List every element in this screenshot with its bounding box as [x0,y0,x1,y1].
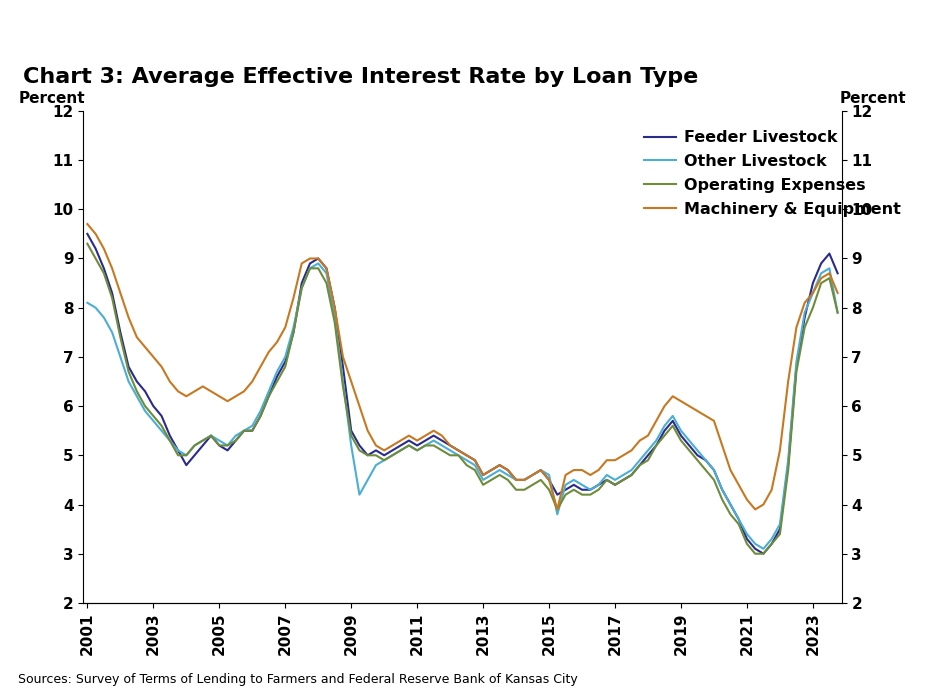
Operating Expenses [81,240,92,248]
Legend: Feeder Livestock, Other Livestock, Operating Expenses, Machinery & Equipment: Feeder Livestock, Other Livestock, Opera… [637,124,906,223]
Other Livestock [832,308,844,317]
Other Livestock [536,466,547,474]
Feeder Livestock [675,432,686,440]
Text: Percent: Percent [840,91,906,106]
Operating Expenses [527,481,538,489]
Text: Sources: Survey of Terms of Lending to Farmers and Federal Reserve Bank of Kansa: Sources: Survey of Terms of Lending to F… [18,673,578,686]
Feeder Livestock [709,466,720,474]
Other Livestock [81,299,92,307]
Operating Expenses [709,475,720,484]
Machinery & Equipment [81,220,92,228]
Machinery & Equipment [684,402,695,410]
Text: Percent: Percent [18,91,85,106]
Other Livestock [313,259,324,267]
Machinery & Equipment [643,432,654,440]
Machinery & Equipment [551,505,562,514]
Feeder Livestock [684,441,695,450]
Operating Expenses [635,461,646,469]
Other Livestock [717,486,728,494]
Line: Operating Expenses: Operating Expenses [87,244,838,554]
Operating Expenses [684,446,695,455]
Other Livestock [675,426,686,435]
Feeder Livestock [81,229,92,238]
Machinery & Equipment [717,441,728,450]
Operating Expenses [749,550,760,558]
Other Livestock [643,446,654,455]
Other Livestock [758,545,769,553]
Text: Chart 3: Average Effective Interest Rate by Loan Type: Chart 3: Average Effective Interest Rate… [22,67,697,87]
Other Livestock [684,437,695,445]
Machinery & Equipment [527,471,538,479]
Feeder Livestock [667,416,678,425]
Machinery & Equipment [675,397,686,405]
Feeder Livestock [527,471,538,479]
Machinery & Equipment [692,407,703,415]
Line: Machinery & Equipment: Machinery & Equipment [87,224,838,509]
Operating Expenses [667,421,678,430]
Operating Expenses [832,308,844,317]
Feeder Livestock [832,269,844,277]
Feeder Livestock [758,550,769,558]
Machinery & Equipment [832,289,844,297]
Feeder Livestock [635,461,646,469]
Operating Expenses [675,437,686,445]
Other Livestock [692,446,703,455]
Line: Other Livestock: Other Livestock [87,263,838,549]
Line: Feeder Livestock: Feeder Livestock [87,234,838,554]
